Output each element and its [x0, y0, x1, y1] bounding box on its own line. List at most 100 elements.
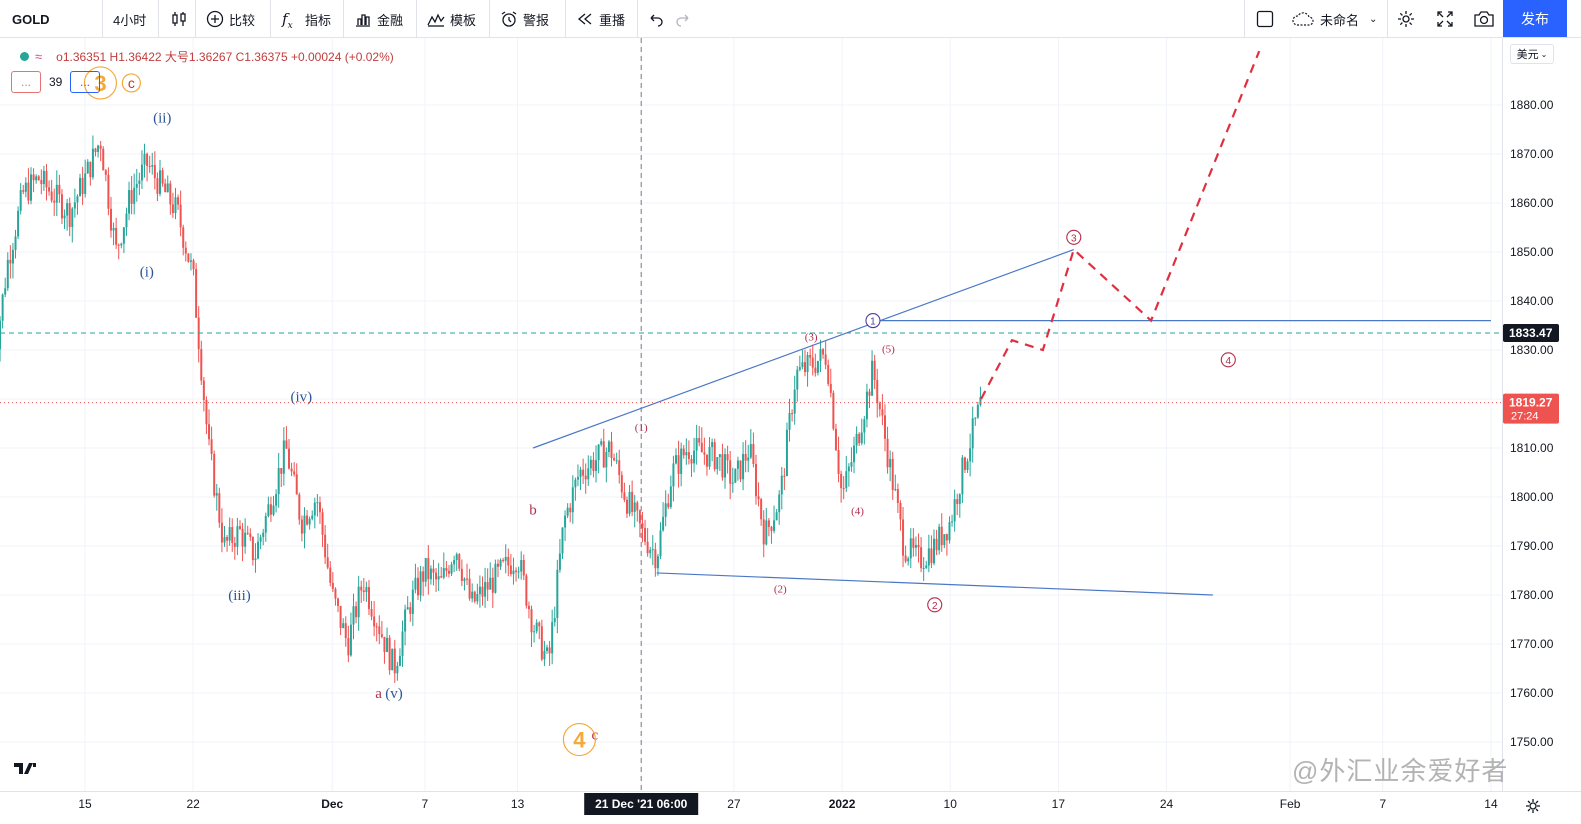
wave-labels: 3 c(ii)(i)(iv)(iii)a (v)bc4(1)(2)(3)(4)(5)…	[83, 66, 1236, 757]
price-tick-label: 1810.00	[1510, 441, 1554, 455]
candle-body	[698, 438, 701, 443]
candle-body	[736, 460, 739, 469]
candle-body	[855, 433, 858, 446]
legend-expand-button[interactable]: ...	[70, 71, 100, 93]
candle-body	[42, 170, 45, 185]
price-axis[interactable]: 1750.00 1760.00 1770.00 1780.00 1790.00 1800.…	[1484, 38, 1581, 791]
symbol-search-button[interactable]: GOLD	[12, 11, 50, 27]
interval-button[interactable]: 4小时	[113, 12, 147, 28]
candle-body	[290, 468, 293, 472]
candle-body	[716, 457, 719, 470]
candle-body	[184, 247, 187, 254]
candle-body	[592, 459, 595, 472]
candle-body	[873, 360, 876, 380]
gear-icon	[1398, 11, 1414, 27]
candle-body	[496, 563, 499, 567]
candle-body	[393, 648, 396, 674]
layout-name-button[interactable]: 未命名 ⌄	[1291, 0, 1377, 38]
templates-button[interactable]: 模板	[427, 0, 476, 38]
toolbar-divider	[102, 0, 103, 38]
candle-body	[881, 409, 884, 416]
currency-label: 美元	[1516, 49, 1539, 61]
candle-body	[871, 360, 874, 396]
candle-body	[664, 503, 667, 517]
ohlc-values: o1.36351 H1.36422 大号1.36267 C1.36375 +0.…	[56, 49, 394, 64]
chart-style-button[interactable]	[170, 0, 193, 38]
candle-body	[107, 174, 110, 209]
candle-body	[672, 463, 675, 487]
legend-more-button[interactable]: ...	[11, 71, 41, 93]
select-layout-button[interactable]	[1256, 0, 1279, 38]
wave-circle	[1066, 229, 1082, 245]
compare-button[interactable]: 比较	[206, 0, 255, 38]
candle-body	[220, 522, 223, 543]
replay-button[interactable]: 重播	[576, 0, 625, 38]
finance-button[interactable]: 金融	[354, 0, 403, 38]
candle-body	[773, 520, 776, 531]
time-axis[interactable]: 15 22 Dec 7 13 21 Dec '21 06:00 27 2022 10 17 24 Fe…	[0, 791, 1581, 824]
candle-body	[241, 528, 244, 547]
candle-body	[618, 460, 621, 476]
rewind-icon	[577, 13, 592, 25]
candle-body	[177, 197, 180, 205]
candle-body	[708, 447, 711, 467]
candle-body	[551, 622, 554, 654]
candle-body	[169, 183, 172, 205]
candle-body	[969, 448, 972, 462]
candle-body	[468, 578, 471, 599]
wave-circle	[83, 66, 118, 100]
candle-body	[566, 507, 569, 516]
candle-body	[713, 442, 716, 470]
toolbar-divider	[1387, 0, 1388, 38]
candle-body	[834, 428, 837, 451]
candle-body	[966, 461, 969, 470]
settings-button[interactable]	[1397, 0, 1420, 38]
publish-button[interactable]: 发布	[1503, 0, 1567, 37]
price-tick-label: 1870.00	[1510, 147, 1554, 161]
candle-body	[667, 503, 670, 508]
alert-button[interactable]: 警报	[500, 0, 549, 38]
candle-body	[264, 515, 267, 533]
candle-body	[189, 260, 192, 262]
candle-body	[238, 526, 241, 529]
candle-body	[811, 357, 814, 368]
visibility-dot-icon[interactable]	[20, 51, 29, 61]
wave-circle	[927, 597, 943, 613]
candle-body	[476, 594, 479, 602]
snapshot-button[interactable]	[1473, 0, 1500, 38]
undo-button[interactable]	[647, 0, 670, 38]
currency-selector[interactable]: 美元 ⌄	[1510, 44, 1554, 64]
fullscreen-button[interactable]	[1436, 0, 1459, 38]
alert-label: 警报	[523, 12, 550, 28]
candle-body	[775, 512, 778, 521]
price-tick-label: 1860.00	[1510, 196, 1554, 210]
wave-label-text: (i)	[140, 265, 154, 281]
candle-body	[349, 624, 352, 656]
price-chart[interactable]: 3 c(ii)(i)(iv)(iii)a (v)bc4(1)(2)(3)(4)(5)…	[0, 38, 1502, 791]
candle-body	[682, 448, 685, 456]
redo-button[interactable]	[674, 0, 697, 38]
undo-icon	[650, 14, 663, 27]
candle-body	[883, 415, 886, 439]
candle-body	[816, 360, 819, 373]
candle-body	[427, 558, 430, 580]
wave-circle	[1220, 352, 1236, 368]
wave-circle	[865, 313, 881, 329]
candle-body	[757, 496, 760, 500]
candle-body	[249, 533, 252, 538]
candle-body	[584, 475, 587, 480]
templates-icon	[427, 13, 445, 27]
candle-body	[675, 455, 677, 464]
price-tick-label: 1830.00	[1510, 343, 1554, 357]
crosshair-time-label: 21 Dec '21 06:00	[595, 797, 688, 811]
candle-body	[778, 494, 781, 513]
candle-body	[814, 367, 817, 373]
indicators-button[interactable]: fx 指标	[282, 0, 331, 38]
candle-body	[458, 554, 461, 569]
candle-body	[494, 563, 497, 593]
candle-body	[73, 202, 76, 209]
wave-label-3: 3	[83, 66, 118, 100]
candle-body	[853, 445, 856, 463]
tradingview-logo[interactable]	[12, 757, 42, 779]
candle-body	[298, 494, 301, 520]
